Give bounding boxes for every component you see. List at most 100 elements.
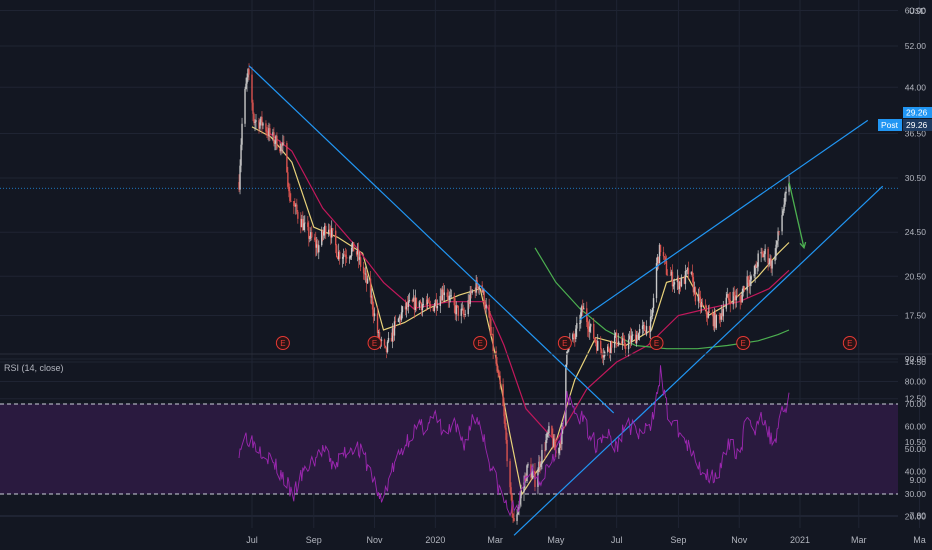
candle-body (390, 337, 393, 342)
candle-body (649, 316, 652, 332)
candle-body (294, 206, 296, 207)
candle-body (750, 276, 752, 280)
candle-body (406, 303, 409, 308)
candle-body (442, 289, 445, 296)
candle-body (336, 256, 339, 260)
candle-body (275, 135, 277, 143)
candle-body (769, 258, 771, 264)
candle-body (527, 464, 529, 466)
candle-body (770, 258, 772, 269)
candle-body (706, 314, 709, 318)
candle-body (725, 297, 727, 309)
candle-body (520, 492, 522, 499)
candle-body (635, 335, 638, 344)
candle-body (502, 384, 504, 406)
candle-body (720, 313, 722, 320)
earnings-marker (557, 336, 572, 350)
candle-body (596, 342, 598, 351)
candle-body (359, 257, 362, 267)
candle-body (676, 277, 679, 283)
time-axis[interactable]: Jul Sep Nov 2020 Mar May Jul Sep Nov 2021 Mar Ma (246, 535, 926, 545)
candle-body (727, 294, 729, 299)
candle-body (685, 270, 688, 272)
candle-body (311, 232, 313, 238)
candle-body (450, 295, 452, 297)
candle-body (391, 328, 394, 342)
candle-body (401, 306, 404, 313)
price-tick-label: 7.80 (909, 510, 926, 520)
earnings-label: E (280, 339, 285, 348)
candle-body (315, 240, 317, 248)
rsi-axis[interactable]: 90.00 80.00 70.00 60.00 50.00 40.00 30.00 20.00 (905, 354, 927, 522)
trendline (579, 119, 869, 321)
candle-body (749, 279, 751, 286)
price-axis[interactable]: USD 60.00 52.00 44.00 36.50 30.50 24.50 20.50 1… (905, 6, 927, 550)
trendlines[interactable] (248, 65, 884, 536)
candle-body (372, 309, 375, 317)
candle-body (419, 301, 422, 304)
candle-body (490, 326, 492, 334)
candle-body (241, 123, 243, 145)
candle-body (280, 143, 282, 152)
candle-body (421, 304, 424, 311)
post-label: Post (881, 120, 899, 130)
candle-body (547, 433, 549, 434)
price-tick-label: 14.50 (905, 357, 927, 367)
candle-body (498, 372, 500, 376)
candle-body (607, 346, 609, 352)
candle-body (698, 294, 701, 297)
candle-body (338, 251, 341, 259)
candle-body (478, 285, 480, 290)
candle-body (412, 297, 415, 302)
earnings-marker (842, 336, 857, 350)
candle-body (776, 240, 778, 245)
candle-body (659, 244, 662, 253)
candle-body (343, 254, 346, 256)
candle-body (631, 334, 634, 336)
earnings-marker (736, 336, 751, 350)
post-label-box (878, 119, 902, 131)
price-tick-label: 20.50 (905, 271, 927, 281)
candle-body (582, 306, 584, 310)
candle-body (365, 273, 368, 284)
candle-body (385, 347, 388, 353)
candle-body (552, 435, 554, 447)
price-tick-label: 9.00 (909, 475, 926, 485)
candle-body (289, 191, 291, 201)
candle-body (691, 271, 694, 278)
time-tick-label: Jul (246, 535, 258, 545)
candle-body (590, 323, 592, 327)
candle-body (669, 274, 672, 276)
candle-body (436, 306, 439, 309)
candle-body (413, 297, 416, 310)
candle-body (743, 286, 745, 291)
candle-body (616, 344, 619, 346)
candle-body (572, 334, 574, 340)
candle-body (748, 282, 750, 286)
candle-body (617, 341, 620, 346)
candle-body (366, 278, 369, 284)
candle-body (627, 339, 630, 350)
candle-body (415, 297, 418, 308)
candle-body (449, 295, 451, 297)
candle-body (788, 183, 790, 192)
candles (238, 63, 790, 525)
candle-body (761, 251, 763, 254)
candle-body (485, 304, 487, 309)
candle-body (699, 296, 702, 308)
candle-body (272, 132, 274, 135)
price-tick-label: 44.00 (905, 82, 927, 92)
price-tick-label: 12.50 (905, 394, 927, 404)
candle-body (623, 339, 626, 347)
rsi-tick-label: 20.00 (905, 512, 927, 522)
candle-body (594, 338, 596, 341)
candle-body (373, 313, 376, 317)
candle-body (334, 230, 337, 246)
last-price-box (903, 107, 932, 118)
candle-body (238, 182, 240, 190)
candle-body (491, 333, 493, 335)
candle-body (392, 328, 395, 336)
candle-body (624, 346, 627, 350)
candle-body (447, 297, 449, 301)
